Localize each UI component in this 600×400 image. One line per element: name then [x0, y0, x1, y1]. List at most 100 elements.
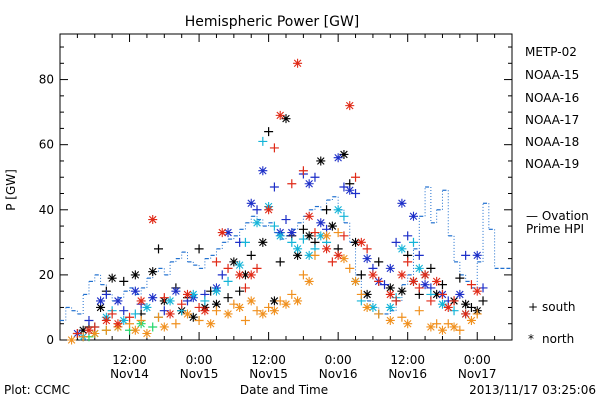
point-north [432, 276, 442, 286]
point-south [374, 276, 384, 286]
point-south [437, 289, 447, 299]
point-north [316, 156, 326, 166]
y-axis-ticks: 0 20 40 60 80 [39, 46, 512, 347]
point-north [362, 289, 372, 299]
point-north [142, 328, 152, 338]
point-north [351, 276, 361, 286]
legend-entry-metp02: METP-02 [525, 45, 577, 59]
series-noaa-15 [72, 153, 488, 338]
point-north [420, 270, 430, 280]
point-north [217, 228, 227, 238]
point-south [432, 319, 442, 329]
point-north [252, 218, 262, 228]
point-north [229, 257, 239, 267]
chart-title: Hemispheric Power [GW] [185, 14, 360, 30]
x-tick-time: 0:00 [325, 353, 352, 367]
point-north [258, 237, 268, 247]
point-south [397, 312, 407, 322]
point-north [130, 286, 140, 296]
point-north [258, 309, 268, 319]
point-north [345, 101, 355, 111]
point-south [101, 289, 111, 299]
legend-entry-noaa18: NOAA-18 [525, 135, 579, 149]
point-north [211, 299, 221, 309]
point-south [408, 237, 418, 247]
point-south [125, 312, 135, 322]
point-south [252, 263, 262, 273]
point-north [235, 302, 245, 312]
legend-entry-noaa15: NOAA-15 [525, 68, 579, 82]
point-north [67, 335, 77, 345]
point-south [426, 263, 436, 273]
point-south [461, 250, 471, 260]
y-tick-label: 80 [39, 73, 54, 87]
footer-left: Plot: CCMC [4, 383, 70, 397]
point-south [269, 143, 279, 153]
point-south [339, 211, 349, 221]
point-south [414, 250, 424, 260]
point-north [142, 302, 152, 312]
point-north [171, 286, 181, 296]
point-south [240, 283, 250, 293]
point-south [287, 289, 297, 299]
point-south [177, 299, 187, 309]
point-south [200, 296, 210, 306]
point-north [264, 205, 274, 215]
point-south [414, 283, 424, 293]
point-south [101, 325, 111, 335]
y-axis-label: P [GW] [4, 169, 18, 211]
legend-south-label: south [542, 300, 576, 314]
point-south [119, 306, 129, 316]
point-south [310, 172, 320, 182]
point-south [159, 293, 169, 303]
point-south [403, 257, 413, 267]
point-south [281, 215, 291, 225]
point-north [293, 244, 303, 254]
point-north [159, 322, 169, 332]
point-north [408, 276, 418, 286]
point-north [397, 244, 407, 254]
point-north [96, 296, 106, 306]
point-north [362, 302, 372, 312]
x-tick-time: 0:00 [186, 353, 213, 367]
point-north [351, 237, 361, 247]
x-tick-time: 12:00 [390, 353, 425, 367]
point-south [211, 306, 221, 316]
point-north [333, 250, 343, 260]
point-south [264, 127, 274, 137]
legend-entry-noaa17: NOAA-17 [525, 113, 579, 127]
point-north [304, 179, 314, 189]
legend-ovation-line1: — Ovation [526, 209, 589, 223]
point-north [397, 198, 407, 208]
point-south [362, 244, 372, 254]
point-south [269, 182, 279, 192]
point-south [455, 273, 465, 283]
point-north [136, 296, 146, 306]
point-north [455, 289, 465, 299]
y-tick-label: 20 [39, 268, 54, 282]
point-north [368, 270, 378, 280]
point-north [182, 309, 192, 319]
point-north [322, 231, 332, 241]
point-north [293, 58, 303, 68]
point-north [96, 302, 106, 312]
point-south [374, 309, 384, 319]
point-south [211, 257, 221, 267]
point-north [339, 254, 349, 264]
point-north [449, 322, 459, 332]
point-south [298, 234, 308, 244]
point-south [269, 221, 279, 231]
point-north [437, 325, 447, 335]
point-north [461, 309, 471, 319]
ovation-series [60, 186, 512, 322]
point-south [119, 276, 129, 286]
legend: METP-02 NOAA-15 NOAA-16 NOAA-17 NOAA-18 … [525, 45, 589, 346]
point-south [84, 315, 94, 325]
point-south [472, 309, 482, 319]
point-north [206, 319, 216, 329]
point-north [223, 309, 233, 319]
point-north [385, 315, 395, 325]
point-south [287, 237, 297, 247]
point-south [148, 322, 158, 332]
x-tick-time: 0:00 [464, 353, 491, 367]
